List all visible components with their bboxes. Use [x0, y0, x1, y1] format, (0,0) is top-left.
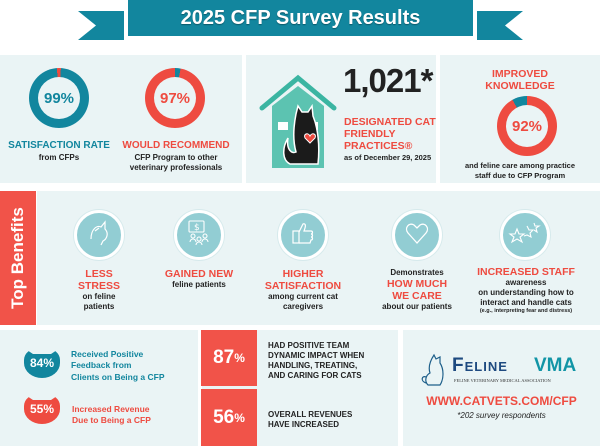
feline-vma-logo: Feline VMA FELINE VETERINARY MEDICAL ASS… — [420, 353, 588, 389]
benefit-less-stress: LESS STRESS on feline patients — [77, 268, 120, 311]
feedback-text-2: Feedback from — [71, 360, 132, 370]
benefit-gained-new: GAINED NEW feline patients — [164, 268, 234, 289]
practices-label-1: DESIGNATED CAT — [344, 116, 436, 128]
practices-count: 1,021* — [343, 62, 433, 99]
overall-percent-box: 56% — [201, 389, 257, 446]
knowledge-label-2: KNOWLEDGE — [485, 80, 555, 92]
knowledge-sub-1: and feline care among practice — [464, 161, 576, 170]
recommend-sub-1: CFP Program to other — [134, 153, 218, 162]
satisfaction-sub: from CFPs — [38, 153, 80, 162]
benefit-icon-3 — [278, 210, 328, 260]
revenue-text-2: Due to Being a CFP — [72, 415, 151, 425]
recommend-sub-2: veterinary professionals — [129, 163, 223, 172]
practices-date: as of December 29, 2025 — [344, 153, 432, 162]
revenue-text-1: Increased Revenue — [72, 404, 150, 414]
benefit-icon-4 — [392, 210, 442, 260]
sitting-cat-icon — [420, 353, 448, 392]
benefit-higher-satisfaction: HIGHER SATISFACTION among current cat ca… — [264, 268, 342, 311]
heart-icon — [403, 219, 431, 252]
knowledge-value: 92% — [506, 105, 548, 147]
brand-name-vma: VMA — [534, 355, 577, 376]
clients-money-icon: $ — [184, 218, 214, 253]
brand-name-feline: Feline — [452, 355, 508, 376]
team-text: HAD POSITIVE TEAM DYNAMIC IMPACT WHEN HA… — [268, 341, 365, 380]
practices-label-3: PRACTICES® — [344, 140, 413, 152]
ribbon-left — [78, 11, 124, 40]
house-cat-icon — [258, 72, 338, 172]
panel-feedback-revenue — [0, 330, 198, 446]
practices-label-2: FRIENDLY — [344, 128, 396, 140]
svg-text:$: $ — [194, 223, 200, 233]
benefit-icon-1 — [74, 210, 124, 260]
overall-text: OVERALL REVENUES HAVE INCREASED — [268, 410, 353, 429]
feedback-text-3: Clients on Being a CFP — [71, 372, 165, 382]
stars-icon — [508, 219, 542, 252]
benefit-increased-staff: INCREASED STAFF awareness on understandi… — [477, 266, 575, 314]
thumbs-up-icon — [289, 219, 317, 252]
benefit-icon-2: $ — [174, 210, 224, 260]
ribbon-right — [477, 11, 523, 40]
panel-benefits — [37, 191, 600, 325]
satisfaction-label: SATISFACTION RATE — [8, 140, 110, 151]
team-percent-box: 87% — [201, 330, 257, 386]
panel-brand — [403, 330, 600, 446]
brand-url[interactable]: WWW.CATVETS.COM/CFP — [426, 394, 577, 408]
benefit-how-much-we-care: Demonstrates HOW MUCH WE CARE about our … — [382, 268, 452, 311]
feedback-text-1: Received Positive — [71, 349, 144, 359]
satisfaction-value: 99% — [38, 77, 80, 119]
page-title: 2025 CFP Survey Results — [128, 0, 473, 36]
benefit-icon-5 — [500, 210, 550, 260]
recommend-label: WOULD RECOMMEND — [122, 140, 230, 151]
respondents-note: *202 survey respondents — [457, 411, 546, 420]
top-benefits-tab — [0, 191, 36, 325]
cat-icon — [85, 219, 113, 252]
knowledge-sub-2: staff due to CFP Program — [474, 171, 566, 180]
top-benefits-title: Top Benefits — [8, 207, 27, 309]
brand-tagline: FELINE VETERINARY MEDICAL ASSOCIATION — [454, 378, 551, 383]
recommend-value: 97% — [154, 77, 196, 119]
knowledge-label-1: IMPROVED — [491, 68, 548, 80]
